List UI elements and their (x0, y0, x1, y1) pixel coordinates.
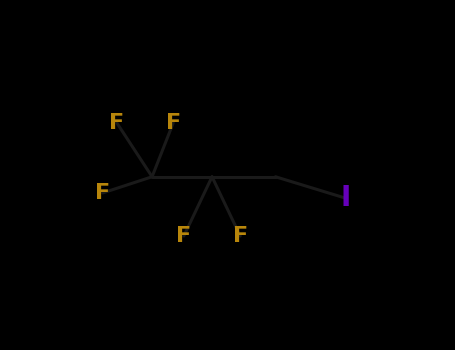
Text: F: F (95, 183, 110, 203)
Text: F: F (176, 226, 192, 246)
Text: F: F (233, 226, 248, 246)
Text: F: F (166, 113, 181, 133)
Text: F: F (109, 113, 124, 133)
Text: I: I (341, 184, 351, 212)
